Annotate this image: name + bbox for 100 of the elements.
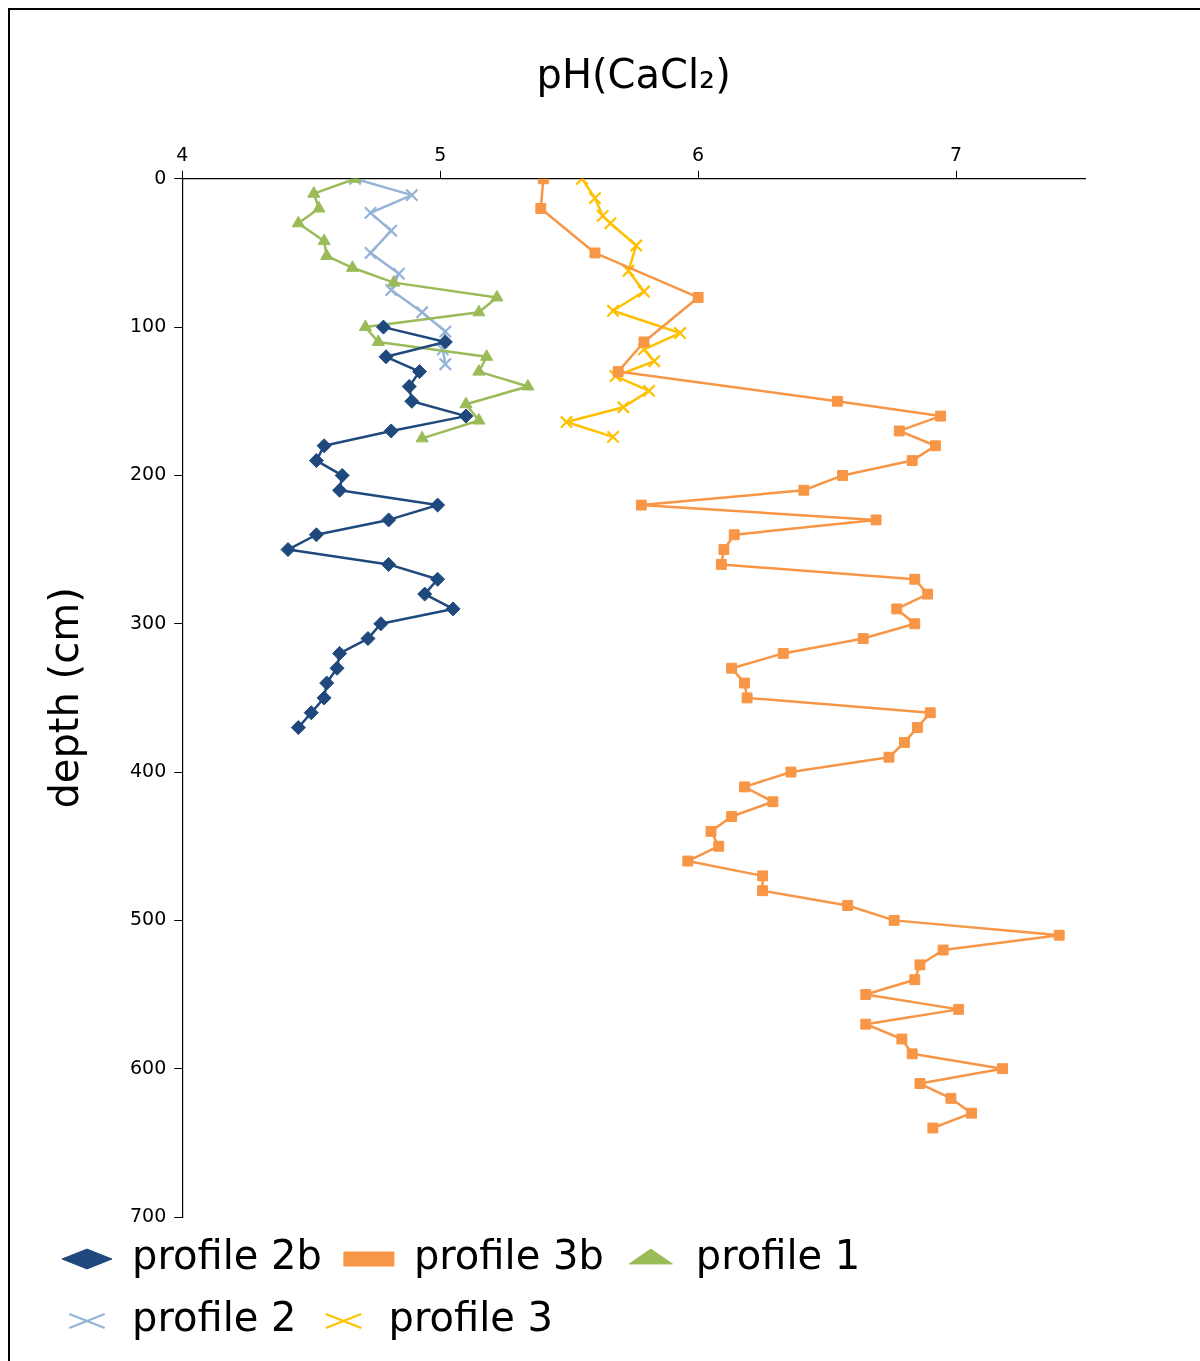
point	[415, 305, 429, 320]
point	[922, 588, 934, 600]
point	[860, 1018, 872, 1030]
point	[831, 395, 843, 407]
point	[280, 542, 296, 558]
point	[757, 870, 769, 882]
point	[472, 413, 486, 425]
point	[713, 840, 725, 852]
point	[430, 497, 446, 513]
point	[312, 200, 326, 213]
point	[437, 334, 453, 350]
point	[888, 914, 900, 926]
point	[535, 203, 547, 214]
point	[909, 618, 921, 630]
point	[404, 393, 420, 409]
point	[741, 692, 753, 704]
point	[997, 1063, 1008, 1075]
point	[308, 527, 324, 543]
y-tick-label: 300	[130, 610, 167, 633]
point	[438, 357, 453, 371]
point	[438, 324, 453, 339]
point	[480, 349, 494, 361]
point	[320, 248, 334, 260]
legend-label: profile 3b	[413, 1232, 604, 1279]
point	[929, 440, 941, 452]
point	[363, 206, 378, 220]
point	[896, 1033, 908, 1045]
point	[673, 326, 687, 340]
point	[612, 366, 624, 378]
point	[870, 514, 882, 526]
point	[360, 631, 376, 647]
point	[559, 415, 574, 429]
point	[472, 364, 486, 376]
point	[603, 216, 618, 231]
point	[647, 354, 662, 368]
y-tick-label: 400	[130, 758, 167, 781]
point	[642, 384, 656, 398]
point	[606, 430, 620, 444]
x-tick-label: 4	[176, 143, 189, 166]
point	[718, 544, 730, 556]
point	[445, 601, 461, 617]
point	[595, 209, 610, 223]
point	[606, 304, 620, 318]
point	[629, 238, 643, 253]
point	[860, 989, 872, 1000]
point	[588, 191, 602, 205]
point	[381, 556, 397, 572]
y-tick-label: 700	[130, 1203, 167, 1226]
point	[316, 438, 332, 454]
point	[842, 900, 854, 911]
point	[490, 289, 504, 302]
point	[715, 558, 727, 570]
x-tick-label: 6	[692, 143, 705, 166]
point	[392, 266, 406, 281]
point	[317, 233, 331, 246]
point	[798, 484, 810, 496]
point	[378, 349, 394, 365]
point	[937, 944, 949, 956]
point	[430, 571, 446, 587]
point	[966, 1107, 977, 1119]
point	[909, 573, 921, 585]
point	[777, 647, 789, 659]
point	[953, 1003, 965, 1015]
point	[906, 455, 918, 467]
point	[909, 974, 921, 986]
y-tick-label: 100	[130, 314, 167, 337]
y-tick-label: 500	[130, 907, 167, 930]
point	[303, 705, 319, 721]
point	[521, 378, 535, 391]
point	[893, 425, 905, 437]
y-axis-title: depth (cm)	[41, 587, 88, 809]
point	[401, 378, 417, 394]
point	[375, 319, 391, 335]
point	[837, 469, 848, 481]
point	[739, 781, 750, 793]
legend-label: profile 3	[388, 1294, 554, 1341]
y-tick-label: 0	[154, 165, 167, 188]
point	[589, 247, 601, 259]
point	[739, 677, 750, 689]
point	[891, 603, 903, 615]
point	[329, 660, 345, 676]
point	[332, 482, 348, 498]
point	[726, 662, 738, 674]
point	[307, 186, 321, 198]
point	[914, 1078, 926, 1089]
point	[637, 284, 651, 299]
point	[945, 1092, 957, 1104]
y-tick-label: 600	[130, 1055, 167, 1078]
point	[417, 586, 433, 602]
point	[692, 292, 704, 303]
point	[757, 885, 769, 897]
point	[371, 334, 385, 346]
point	[785, 766, 797, 778]
point	[319, 675, 335, 691]
point	[911, 722, 923, 734]
point	[412, 364, 428, 380]
point	[316, 690, 332, 706]
legend-label: profile 2b	[132, 1232, 322, 1279]
point	[308, 453, 324, 469]
point	[927, 1122, 939, 1134]
